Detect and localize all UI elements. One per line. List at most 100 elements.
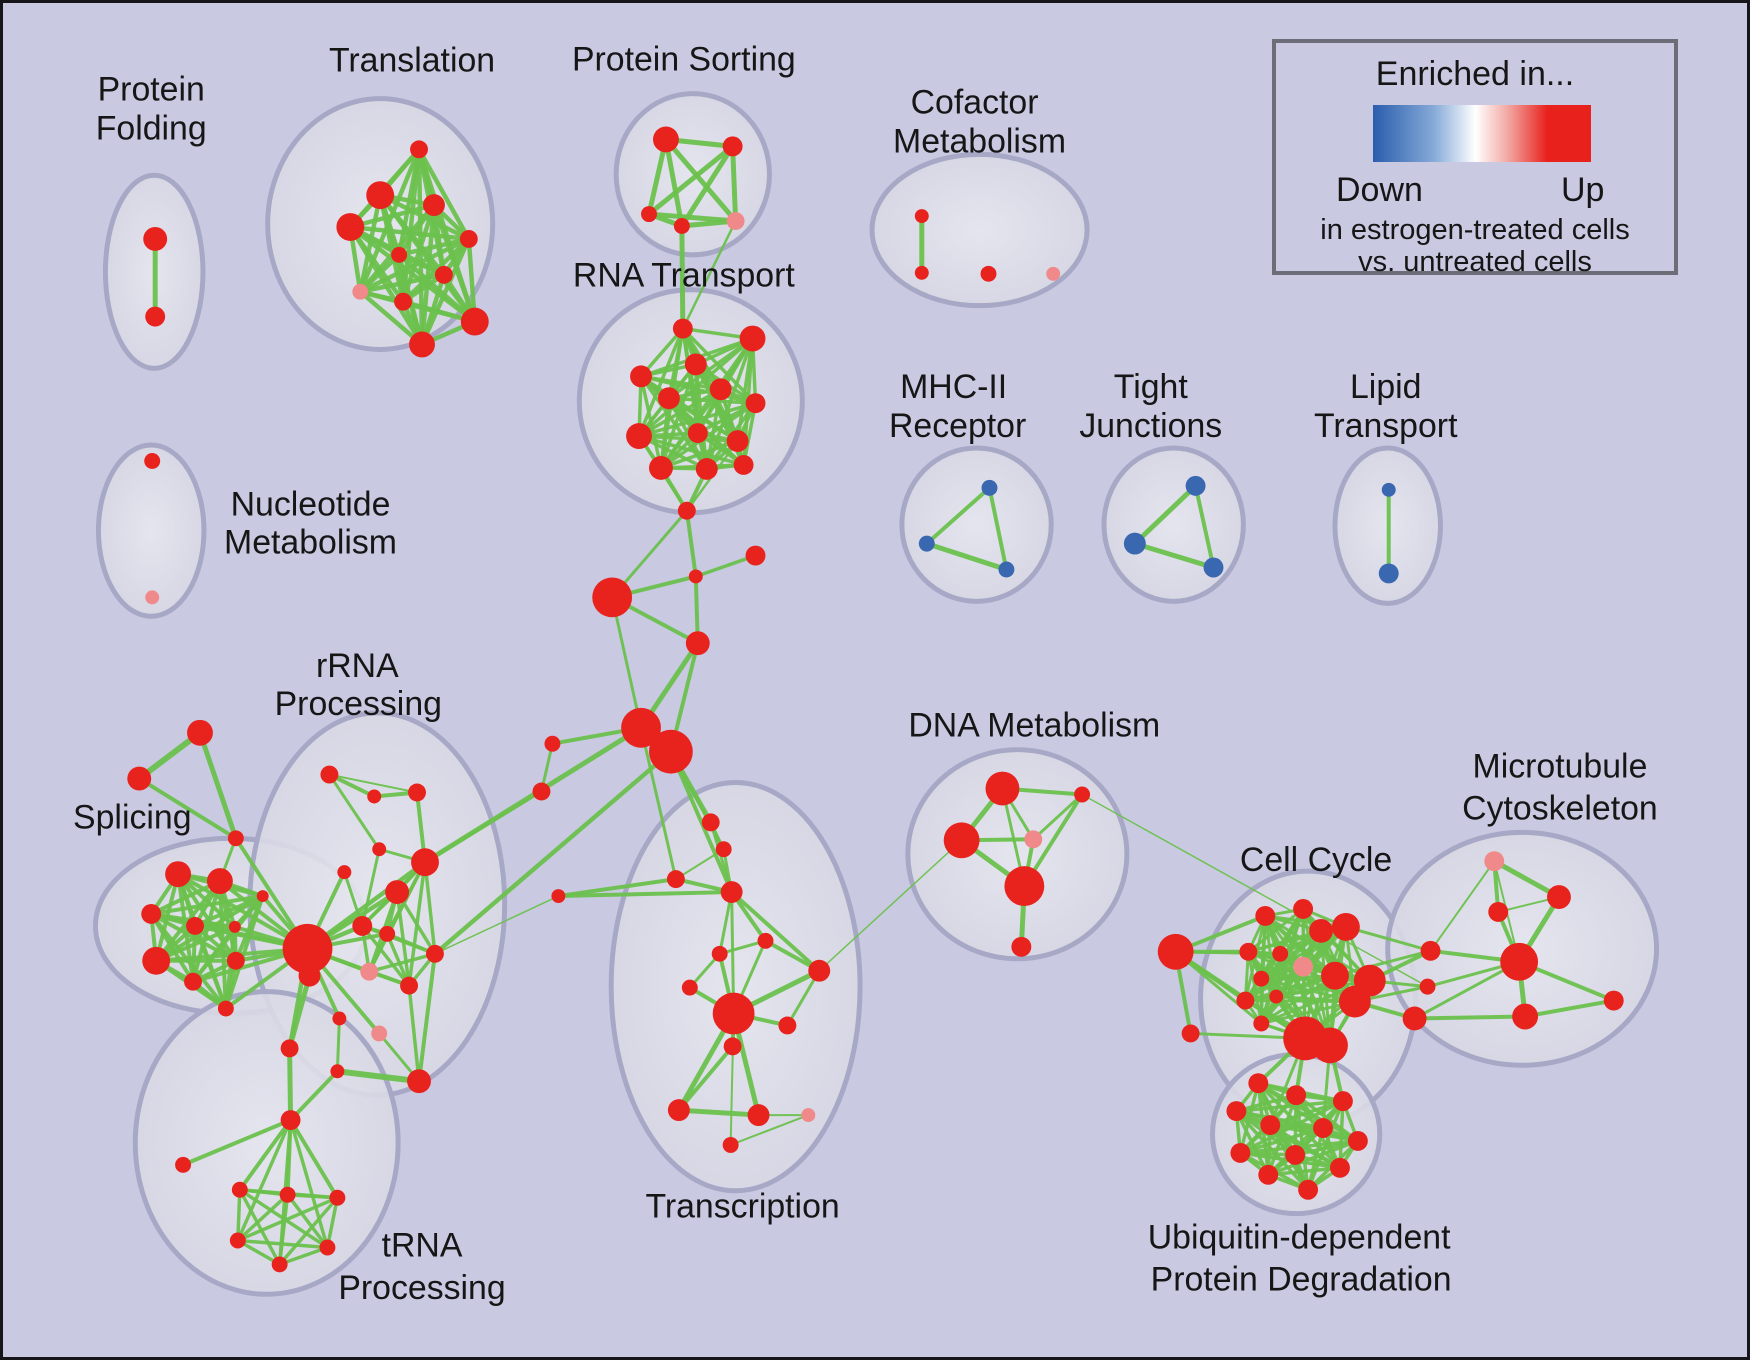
node-u10[interactable] xyxy=(1329,1157,1350,1178)
node-d5[interactable] xyxy=(1004,866,1045,906)
node-tn7[interactable] xyxy=(319,1239,336,1256)
node-m2[interactable] xyxy=(918,535,935,552)
node-g1[interactable] xyxy=(187,719,213,746)
node-b3[interactable] xyxy=(1402,1006,1427,1031)
node-d6[interactable] xyxy=(1011,936,1032,957)
node-tc13[interactable] xyxy=(747,1104,770,1127)
node-u12[interactable] xyxy=(1298,1179,1319,1200)
node-c2[interactable] xyxy=(914,265,929,280)
node-t7[interactable] xyxy=(434,265,453,284)
node-ra17[interactable] xyxy=(280,1039,299,1058)
node-sp4[interactable] xyxy=(141,904,162,924)
node-s4[interactable] xyxy=(673,218,690,234)
node-u1[interactable] xyxy=(1248,1073,1269,1094)
node-sp8[interactable] xyxy=(184,972,202,991)
node-tc2[interactable] xyxy=(715,841,732,858)
node-cc1[interactable] xyxy=(1255,905,1276,926)
node-d3[interactable] xyxy=(943,822,980,859)
node-tc7[interactable] xyxy=(808,959,831,982)
node-s2[interactable] xyxy=(722,136,743,157)
node-t11[interactable] xyxy=(409,331,435,358)
node-cc4[interactable] xyxy=(1331,912,1360,941)
node-u6[interactable] xyxy=(1313,1118,1333,1138)
node-tc15[interactable] xyxy=(722,1136,739,1153)
node-mc3[interactable] xyxy=(1488,902,1509,922)
node-sp5[interactable] xyxy=(186,916,204,935)
node-ra3[interactable] xyxy=(408,783,426,802)
node-c4[interactable] xyxy=(1046,266,1061,281)
node-r6[interactable] xyxy=(709,378,732,401)
node-ra5[interactable] xyxy=(337,865,352,880)
node-t9[interactable] xyxy=(394,292,413,311)
node-s1[interactable] xyxy=(652,126,679,153)
node-tc11[interactable] xyxy=(723,1037,742,1056)
node-tn1[interactable] xyxy=(280,1110,301,1131)
node-g2[interactable] xyxy=(127,766,152,791)
node-u3[interactable] xyxy=(1332,1091,1353,1112)
node-ra7[interactable] xyxy=(385,880,410,905)
node-u4[interactable] xyxy=(1226,1101,1247,1122)
node-tc1[interactable] xyxy=(701,813,720,832)
node-cc10[interactable] xyxy=(1253,970,1270,987)
node-hb2[interactable] xyxy=(298,964,321,987)
node-u8[interactable] xyxy=(1230,1142,1251,1163)
node-tc12[interactable] xyxy=(667,1099,690,1122)
node-cc7[interactable] xyxy=(1293,956,1314,977)
node-d2[interactable] xyxy=(1074,786,1091,803)
node-x4[interactable] xyxy=(592,577,633,618)
node-cc2[interactable] xyxy=(1293,899,1314,919)
node-tn8[interactable] xyxy=(271,1256,288,1273)
node-ra2[interactable] xyxy=(367,789,382,804)
node-cc14[interactable] xyxy=(1253,1015,1270,1032)
node-cc16[interactable] xyxy=(1312,1027,1348,1064)
node-r3[interactable] xyxy=(684,353,707,376)
node-r4[interactable] xyxy=(630,365,652,388)
node-tn6[interactable] xyxy=(229,1232,246,1249)
node-r5[interactable] xyxy=(657,387,680,410)
node-ra14[interactable] xyxy=(371,1025,388,1042)
node-m3[interactable] xyxy=(998,561,1015,578)
node-ccB[interactable] xyxy=(1181,1024,1200,1043)
node-ra10[interactable] xyxy=(425,944,444,963)
node-mc2[interactable] xyxy=(1547,885,1571,909)
node-r13[interactable] xyxy=(733,454,754,475)
node-m1[interactable] xyxy=(981,479,998,496)
node-b2[interactable] xyxy=(1419,978,1436,995)
node-u9[interactable] xyxy=(1285,1144,1306,1165)
node-cc12[interactable] xyxy=(1269,989,1284,1004)
node-cc5[interactable] xyxy=(1239,942,1258,961)
node-r8[interactable] xyxy=(626,423,652,450)
node-r1[interactable] xyxy=(672,318,693,339)
node-tc10[interactable] xyxy=(778,1016,797,1035)
node-sp6[interactable] xyxy=(228,920,241,933)
node-sp2[interactable] xyxy=(206,868,233,895)
node-x6[interactable] xyxy=(621,707,661,748)
node-d4[interactable] xyxy=(1024,830,1043,849)
node-ra16[interactable] xyxy=(407,1069,431,1094)
node-ra1[interactable] xyxy=(320,765,339,784)
node-tc3[interactable] xyxy=(666,870,685,889)
node-ra13[interactable] xyxy=(332,1011,347,1026)
node-cc13[interactable] xyxy=(1338,985,1371,1018)
node-ra11[interactable] xyxy=(360,962,379,981)
node-tn2[interactable] xyxy=(175,1156,192,1173)
node-t4[interactable] xyxy=(423,194,445,217)
node-t8[interactable] xyxy=(352,283,369,300)
node-tc9[interactable] xyxy=(712,992,755,1035)
node-x1[interactable] xyxy=(677,501,696,520)
node-cc0[interactable] xyxy=(1157,933,1194,970)
node-u5[interactable] xyxy=(1260,1115,1281,1135)
node-pf2[interactable] xyxy=(145,306,166,327)
node-d1[interactable] xyxy=(985,771,1020,806)
node-x5[interactable] xyxy=(685,631,710,656)
node-pf1[interactable] xyxy=(143,227,168,251)
node-ra6[interactable] xyxy=(411,848,439,877)
node-t5[interactable] xyxy=(459,229,478,248)
node-tc6[interactable] xyxy=(711,945,728,962)
node-c1[interactable] xyxy=(914,209,929,224)
node-ra8[interactable] xyxy=(352,915,373,936)
node-ra9[interactable] xyxy=(379,925,396,942)
node-ra12[interactable] xyxy=(400,976,419,995)
node-r2[interactable] xyxy=(739,325,766,352)
node-t10[interactable] xyxy=(460,307,489,336)
